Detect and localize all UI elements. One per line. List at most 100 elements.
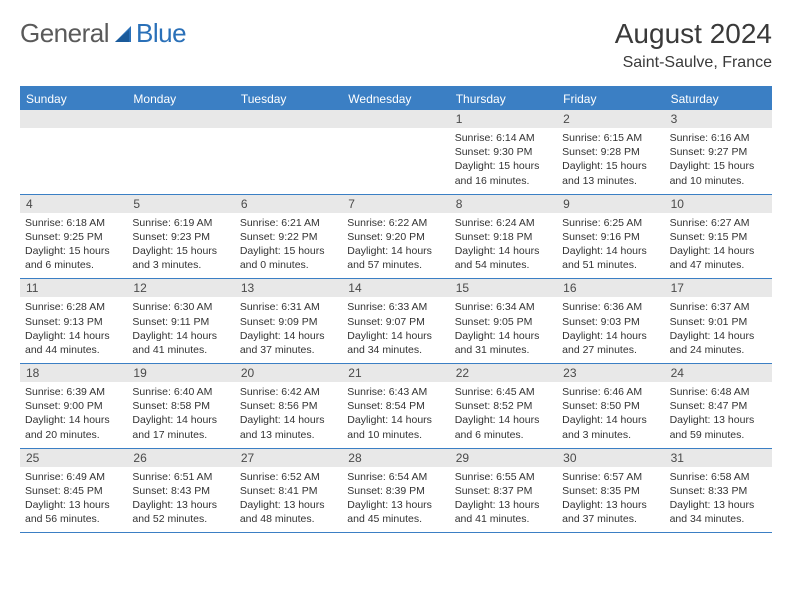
day-info-line: and 10 minutes. [670,174,767,188]
day-info: Sunrise: 6:39 AMSunset: 9:00 PMDaylight:… [20,382,127,448]
day-info-line: Daylight: 13 hours [455,498,552,512]
day-info-line: Daylight: 14 hours [562,413,659,427]
day-info-line: Sunset: 9:30 PM [455,145,552,159]
day-info-line: Sunrise: 6:39 AM [25,385,122,399]
day-info [127,128,234,194]
day-info-line: Sunset: 9:11 PM [132,315,229,329]
day-info-line: and 34 minutes. [670,512,767,526]
day-info-line: Daylight: 15 hours [25,244,122,258]
day-info-line: Sunset: 8:54 PM [347,399,444,413]
day-number: 24 [665,364,772,382]
day-info-line: Daylight: 14 hours [562,244,659,258]
day-info-line: Daylight: 14 hours [347,244,444,258]
day-info-line: and 44 minutes. [25,343,122,357]
day-number: 20 [235,364,342,382]
day-info-line: Daylight: 14 hours [455,329,552,343]
day-info-line: Sunset: 9:20 PM [347,230,444,244]
day-info-line: Sunset: 9:00 PM [25,399,122,413]
day-number: 25 [20,449,127,467]
day-number: 12 [127,279,234,297]
day-info-line: and 13 minutes. [240,428,337,442]
day-info-line: Daylight: 15 hours [562,159,659,173]
day-info: Sunrise: 6:28 AMSunset: 9:13 PMDaylight:… [20,297,127,363]
day-info-line: Daylight: 15 hours [455,159,552,173]
day-info-line: Sunrise: 6:37 AM [670,300,767,314]
day-info-line: Sunrise: 6:48 AM [670,385,767,399]
day-info-line: Daylight: 14 hours [25,413,122,427]
day-info-line: Sunset: 8:56 PM [240,399,337,413]
day-info-line: and 45 minutes. [347,512,444,526]
day-number: 8 [450,195,557,213]
day-info: Sunrise: 6:16 AMSunset: 9:27 PMDaylight:… [665,128,772,194]
day-info-line: Sunrise: 6:21 AM [240,216,337,230]
day-info-line: and 37 minutes. [240,343,337,357]
day-info-line: and 51 minutes. [562,258,659,272]
day-info-line: Sunrise: 6:34 AM [455,300,552,314]
day-info: Sunrise: 6:15 AMSunset: 9:28 PMDaylight:… [557,128,664,194]
week-row: 123Sunrise: 6:14 AMSunset: 9:30 PMDaylig… [20,110,772,195]
day-info-line: Sunrise: 6:54 AM [347,470,444,484]
day-info-line: Sunrise: 6:57 AM [562,470,659,484]
day-info-line: and 27 minutes. [562,343,659,357]
day-info-line: Daylight: 15 hours [240,244,337,258]
day-info-line: Daylight: 13 hours [240,498,337,512]
day-info: Sunrise: 6:54 AMSunset: 8:39 PMDaylight:… [342,467,449,533]
day-info-line: Sunset: 9:18 PM [455,230,552,244]
weekday-header-row: SundayMondayTuesdayWednesdayThursdayFrid… [20,88,772,110]
day-info-line: and 10 minutes. [347,428,444,442]
day-info-line: Sunrise: 6:58 AM [670,470,767,484]
day-info-line: Sunset: 8:39 PM [347,484,444,498]
day-info-line: and 17 minutes. [132,428,229,442]
day-info-line: Sunrise: 6:24 AM [455,216,552,230]
day-number: 30 [557,449,664,467]
day-number: 3 [665,110,772,128]
day-info-line: Sunrise: 6:52 AM [240,470,337,484]
day-info: Sunrise: 6:52 AMSunset: 8:41 PMDaylight:… [235,467,342,533]
day-info-line: Sunset: 8:50 PM [562,399,659,413]
day-info-line: Sunrise: 6:36 AM [562,300,659,314]
weekday-header: Thursday [450,88,557,110]
weekday-header: Friday [557,88,664,110]
day-info: Sunrise: 6:51 AMSunset: 8:43 PMDaylight:… [127,467,234,533]
day-info-line: Sunrise: 6:14 AM [455,131,552,145]
day-info: Sunrise: 6:46 AMSunset: 8:50 PMDaylight:… [557,382,664,448]
day-info-line: and 47 minutes. [670,258,767,272]
day-info-line: Sunrise: 6:42 AM [240,385,337,399]
location-label: Saint-Saulve, France [615,54,772,72]
week-row: 18192021222324Sunrise: 6:39 AMSunset: 9:… [20,364,772,449]
day-info-line: Daylight: 13 hours [670,413,767,427]
day-info: Sunrise: 6:43 AMSunset: 8:54 PMDaylight:… [342,382,449,448]
week-row: 45678910Sunrise: 6:18 AMSunset: 9:25 PMD… [20,195,772,280]
day-number: 4 [20,195,127,213]
page-header: GeneralBlue August 2024 Saint-Saulve, Fr… [20,18,772,72]
weeks-container: 123Sunrise: 6:14 AMSunset: 9:30 PMDaylig… [20,110,772,533]
day-info [20,128,127,194]
day-info-line: Daylight: 13 hours [132,498,229,512]
day-info-line: Sunrise: 6:30 AM [132,300,229,314]
day-number: 11 [20,279,127,297]
day-info: Sunrise: 6:45 AMSunset: 8:52 PMDaylight:… [450,382,557,448]
weekday-header: Monday [127,88,234,110]
day-number: 23 [557,364,664,382]
logo-text-general: General [20,18,109,49]
day-info: Sunrise: 6:37 AMSunset: 9:01 PMDaylight:… [665,297,772,363]
day-info-line: Sunset: 9:16 PM [562,230,659,244]
day-info-line: Sunset: 9:23 PM [132,230,229,244]
day-number: 7 [342,195,449,213]
day-info-line: and 6 minutes. [25,258,122,272]
day-info: Sunrise: 6:30 AMSunset: 9:11 PMDaylight:… [127,297,234,363]
day-info-line: Sunset: 9:22 PM [240,230,337,244]
weekday-header: Saturday [665,88,772,110]
day-number: 5 [127,195,234,213]
day-number: 14 [342,279,449,297]
weekday-header: Tuesday [235,88,342,110]
day-info-line: Sunset: 8:35 PM [562,484,659,498]
day-number: 28 [342,449,449,467]
day-info-line: Sunrise: 6:49 AM [25,470,122,484]
day-info-line: Daylight: 13 hours [670,498,767,512]
day-info-line: and 34 minutes. [347,343,444,357]
day-number: 16 [557,279,664,297]
day-info-line: Sunrise: 6:51 AM [132,470,229,484]
day-info-line: Daylight: 14 hours [132,329,229,343]
day-info-line: Sunrise: 6:46 AM [562,385,659,399]
